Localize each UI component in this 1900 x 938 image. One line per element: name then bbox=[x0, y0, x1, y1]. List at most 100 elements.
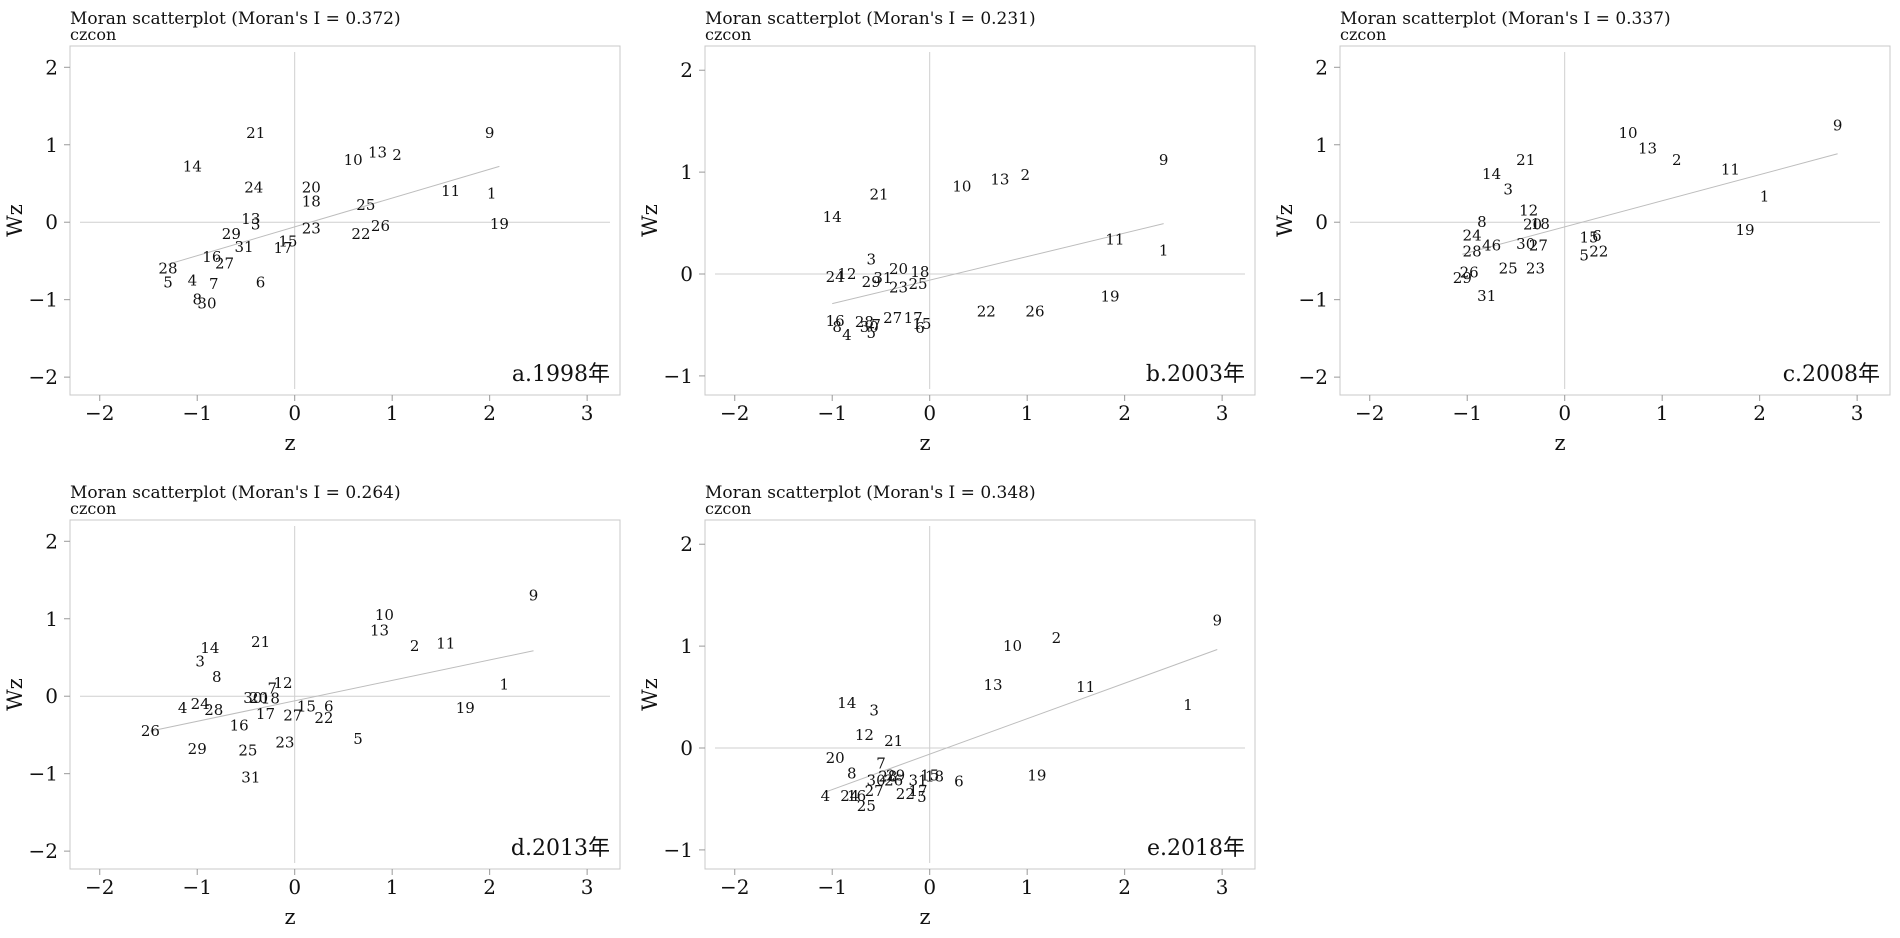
point-label: 20 bbox=[249, 689, 268, 707]
point-label: 14 bbox=[200, 639, 219, 657]
point-label: 21 bbox=[869, 186, 888, 204]
point-label: 26 bbox=[1460, 264, 1479, 282]
point-label: 30 bbox=[1516, 235, 1535, 253]
y-tick-label: 0 bbox=[680, 262, 693, 286]
point-label: 3 bbox=[869, 701, 879, 719]
point-label: 29 bbox=[188, 740, 207, 758]
x-tick-label: 1 bbox=[386, 401, 399, 425]
point-label: 24 bbox=[826, 268, 845, 286]
x-axis-label: z bbox=[284, 431, 295, 455]
y-tick-label: 0 bbox=[45, 684, 58, 708]
point-label: 27 bbox=[865, 782, 884, 800]
point-label: 31 bbox=[908, 772, 927, 790]
point-label: 6 bbox=[915, 319, 925, 337]
point-label: 17 bbox=[273, 239, 292, 257]
point-label: 21 bbox=[246, 124, 265, 142]
point-label: 8 bbox=[847, 764, 857, 782]
variable-name: czcon bbox=[1340, 25, 1386, 44]
point-label: 7 bbox=[209, 275, 219, 293]
point-label: 11 bbox=[436, 635, 455, 653]
chart-title: Moran scatterplot (Moran's I = 0.337) bbox=[1340, 9, 1671, 29]
point-label: 15 bbox=[297, 697, 316, 715]
point-label: 20 bbox=[889, 260, 908, 278]
point-label: 13 bbox=[370, 621, 389, 639]
point-label: 25 bbox=[356, 196, 375, 214]
point-label: 18 bbox=[261, 690, 280, 708]
x-tick-label: 0 bbox=[923, 875, 936, 899]
point-label: 17 bbox=[256, 705, 275, 723]
point-label: 16 bbox=[847, 787, 866, 805]
point-label: 19 bbox=[1735, 221, 1754, 239]
y-tick-label: 2 bbox=[680, 58, 693, 82]
y-tick-label: 2 bbox=[680, 532, 693, 556]
point-label: 31 bbox=[234, 238, 253, 256]
y-tick-label: 1 bbox=[680, 634, 693, 658]
panel-label: c.2008年 bbox=[1783, 362, 1880, 387]
y-axis-label: Wz bbox=[1273, 204, 1297, 237]
point-label: 30 bbox=[197, 295, 216, 313]
point-label: 14 bbox=[837, 694, 856, 712]
panel-label: a.1998年 bbox=[512, 362, 610, 387]
point-label: 5 bbox=[866, 324, 876, 342]
point-label: 9 bbox=[1833, 116, 1843, 134]
point-label: 7 bbox=[876, 754, 886, 772]
point-label: 20 bbox=[302, 178, 321, 196]
y-tick-label: 1 bbox=[45, 133, 58, 157]
point-label: 11 bbox=[441, 182, 460, 200]
fitted-line bbox=[1462, 153, 1838, 255]
point-label: 28 bbox=[855, 313, 874, 331]
chart-title: Moran scatterplot (Moran's I = 0.231) bbox=[705, 9, 1036, 29]
fitted-line bbox=[167, 165, 500, 265]
point-label: 9 bbox=[1159, 151, 1169, 169]
point-label: 2 bbox=[410, 637, 420, 655]
panel-4: Moran scatterplot (Moran's I = 0.264)czc… bbox=[3, 483, 621, 929]
x-tick-label: 0 bbox=[1558, 401, 1571, 425]
point-label: 19 bbox=[456, 699, 475, 717]
panel-label: b.2003年 bbox=[1146, 362, 1245, 387]
point-label: 12 bbox=[855, 726, 874, 744]
point-label: 10 bbox=[1003, 637, 1022, 655]
y-tick-label: −1 bbox=[29, 762, 58, 786]
point-label: 4 bbox=[821, 787, 831, 805]
point-label: 25 bbox=[857, 797, 876, 815]
point-label: 25 bbox=[238, 741, 257, 759]
point-label: 22 bbox=[896, 785, 915, 803]
point-label: 11 bbox=[1105, 230, 1124, 248]
point-label: 26 bbox=[884, 772, 903, 790]
x-tick-label: 3 bbox=[1216, 401, 1229, 425]
point-label: 8 bbox=[192, 291, 202, 309]
x-tick-label: 2 bbox=[1118, 875, 1131, 899]
panel-2: Moran scatterplot (Moran's I = 0.231)czc… bbox=[638, 9, 1256, 455]
point-label: 25 bbox=[908, 275, 927, 293]
point-label: 15 bbox=[278, 233, 297, 251]
fitted-line bbox=[150, 650, 534, 732]
point-label: 8 bbox=[1477, 213, 1487, 231]
point-label: 7 bbox=[268, 679, 278, 697]
x-tick-label: −2 bbox=[720, 875, 749, 899]
point-label: 6 bbox=[256, 274, 266, 292]
point-label: 24 bbox=[244, 178, 263, 196]
y-tick-label: −1 bbox=[664, 838, 693, 862]
y-tick-label: 2 bbox=[1315, 55, 1328, 79]
point-label: 2 bbox=[1020, 166, 1030, 184]
chart-title: Moran scatterplot (Moran's I = 0.264) bbox=[70, 483, 401, 503]
point-label: 31 bbox=[1477, 287, 1496, 305]
point-label: 13 bbox=[241, 210, 260, 228]
variable-name: czcon bbox=[70, 499, 116, 518]
point-label: 2 bbox=[1672, 151, 1682, 169]
point-label: 18 bbox=[910, 263, 929, 281]
point-label: 16 bbox=[202, 248, 221, 266]
x-axis-label: z bbox=[1554, 431, 1565, 455]
point-label: 19 bbox=[490, 215, 509, 233]
x-tick-label: −2 bbox=[85, 401, 114, 425]
panel-1: Moran scatterplot (Moran's I = 0.372)czc… bbox=[3, 9, 621, 455]
x-axis-label: z bbox=[919, 431, 930, 455]
point-label: 25 bbox=[1499, 260, 1518, 278]
y-tick-label: 0 bbox=[1315, 210, 1328, 234]
point-label: 30 bbox=[867, 772, 886, 790]
point-label: 28 bbox=[1463, 243, 1482, 261]
x-tick-label: 3 bbox=[581, 875, 594, 899]
point-label: 29 bbox=[862, 273, 881, 291]
point-label: 1 bbox=[499, 676, 509, 694]
point-label: 12 bbox=[1519, 202, 1538, 220]
